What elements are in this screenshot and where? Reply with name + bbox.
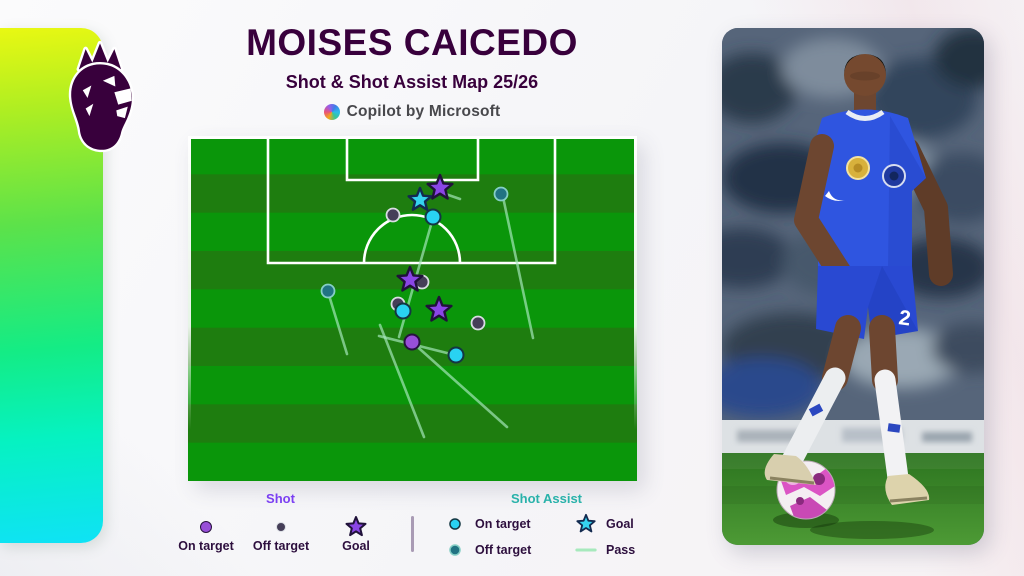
lion-crown [76, 40, 124, 72]
pass-line [326, 290, 349, 356]
legend-assist-row-2: Off target Pass [444, 540, 635, 560]
marker-shot_on [403, 333, 421, 351]
pass-line [378, 323, 426, 439]
player-neck [854, 90, 876, 114]
player-figure: 2 [764, 54, 953, 505]
ball-shadow [773, 512, 839, 528]
player-photo-card: 2 [722, 28, 984, 545]
shirt-collar [845, 109, 885, 121]
assist-goal-star-icon [575, 513, 597, 535]
shot-off-target-icon [239, 518, 323, 536]
marker-assist_on [394, 302, 412, 320]
marker-shot_off [385, 207, 401, 223]
legend-divider [411, 516, 414, 552]
header: MOISES CAICEDO Shot & Shot Assist Map 25… [184, 22, 640, 121]
brand-row: Copilot by Microsoft [184, 103, 640, 121]
marker-assist_goal [407, 186, 433, 211]
shot-on-target-icon [164, 518, 248, 536]
swoosh-icon [825, 191, 845, 201]
legend-shot-goal: Goal [314, 516, 398, 553]
marker-assist_off [320, 283, 336, 299]
lion-head [68, 62, 135, 153]
player-photo: 2 [722, 28, 984, 545]
pass-line-icon [575, 539, 597, 561]
player-back-sock [781, 367, 846, 471]
player-back-boot [764, 454, 816, 485]
player-shadow [810, 521, 934, 539]
pass-line [410, 340, 509, 429]
shot-map-pitch [188, 136, 637, 481]
marker-assist_on [447, 346, 465, 364]
marker-assist_off [493, 186, 509, 202]
player-shirt [804, 109, 926, 268]
pass-line [501, 195, 535, 340]
legend-assist-row-1: On target Goal [444, 513, 634, 535]
subtitle: Shot & Shot Assist Map 25/26 [285, 71, 539, 92]
lion-face [82, 75, 132, 119]
legend-assist-header: Shot Assist [510, 491, 583, 506]
assist-off-target-icon [444, 539, 466, 561]
marker-shot_goal [396, 265, 424, 292]
assist-on-target-icon [444, 513, 466, 535]
shorts-number: 2 [897, 306, 912, 330]
marker-shot_goal [425, 295, 453, 322]
premier-league-logo [68, 40, 135, 153]
marker-shot_off [470, 315, 486, 331]
legend-shot-off-target: Off target [239, 518, 323, 553]
page-title: MOISES CAICEDO [246, 22, 578, 63]
copilot-logo-icon [323, 103, 340, 120]
brand-text: Copilot by Microsoft [346, 102, 501, 120]
marker-shot_goal [426, 173, 454, 200]
player-front-arm [794, 134, 854, 288]
legend-shot-header: Shot [266, 491, 295, 506]
legend-shot-on-target: On target [164, 518, 248, 553]
shot-goal-star-icon [314, 516, 398, 537]
marker-assist_on [424, 208, 442, 226]
